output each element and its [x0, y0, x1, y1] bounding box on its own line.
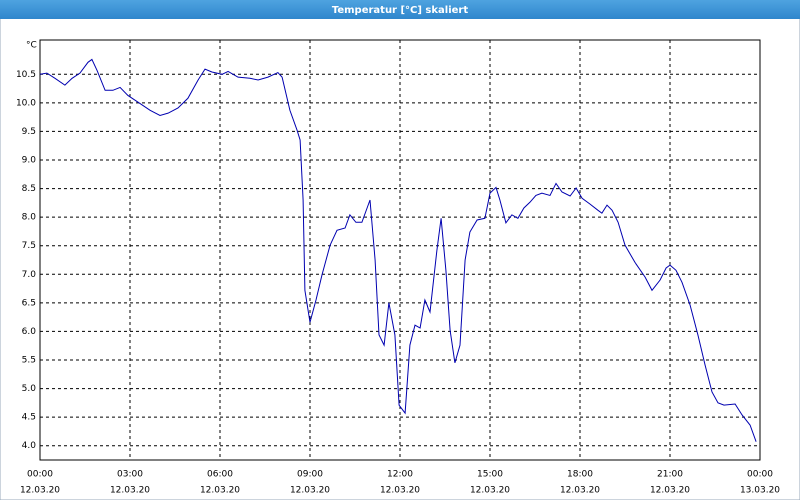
x-tick-date: 12.03.20 [200, 486, 240, 496]
title-bar [0, 0, 800, 19]
y-tick-label: 7.0 [22, 270, 37, 280]
x-tick-label: 06:00 [207, 470, 233, 480]
y-tick-label: 10.5 [16, 70, 36, 80]
y-tick-label: 7.5 [22, 241, 36, 251]
x-tick-label: 21:00 [657, 470, 683, 480]
x-tick-date: 12.03.20 [110, 486, 150, 496]
x-tick-date: 12.03.20 [290, 486, 330, 496]
chart-title: Temperatur [°C] skaliert [332, 5, 469, 16]
x-tick-date: 12.03.20 [470, 486, 510, 496]
y-tick-label: 4.0 [22, 441, 37, 451]
y-tick-label: 10.0 [16, 98, 36, 108]
x-tick-label: 15:00 [477, 470, 503, 480]
x-tick-date: 12.03.20 [20, 486, 60, 496]
y-tick-label: 8.5 [22, 184, 36, 194]
x-tick-label: 03:00 [117, 470, 143, 480]
x-tick-label: 00:00 [747, 470, 773, 480]
temperature-line [39, 58, 757, 442]
y-tick-label: 5.5 [22, 356, 36, 366]
y-tick-label: 6.0 [22, 327, 37, 337]
x-tick-date: 12.03.20 [560, 486, 600, 496]
y-tick-label: 9.0 [22, 156, 37, 166]
x-tick-label: 12:00 [387, 470, 413, 480]
y-tick-label: 5.0 [22, 384, 37, 394]
y-unit: °C [26, 41, 37, 51]
x-tick-label: 18:00 [567, 470, 593, 480]
y-tick-label: 4.5 [22, 413, 36, 423]
x-tick-date: 13.03.20 [740, 486, 780, 496]
x-tick-date: 12.03.20 [650, 486, 690, 496]
y-tick-label: 6.5 [22, 298, 36, 308]
y-tick-label: 9.5 [22, 127, 36, 137]
x-tick-label: 09:00 [297, 470, 323, 480]
x-tick-date: 12.03.20 [380, 486, 420, 496]
x-tick-label: 00:00 [27, 470, 53, 480]
y-tick-label: 8.0 [22, 213, 37, 223]
